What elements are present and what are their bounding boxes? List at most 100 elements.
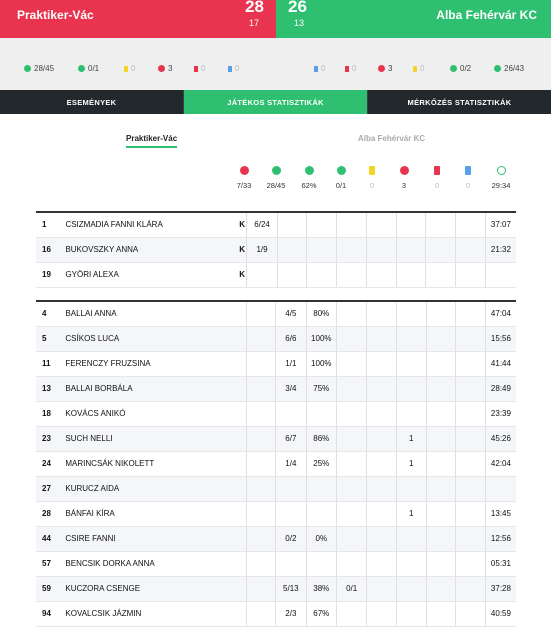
- player-number: 27: [36, 476, 64, 502]
- player-name[interactable]: BENCSIK DORKA ANNA: [63, 551, 238, 577]
- player-row[interactable]: 24 MARINCSÁK NIKOLETT 1/4 25% 1 42:04: [36, 451, 516, 477]
- summary-percent-value: 62%: [301, 181, 317, 190]
- player-row[interactable]: 57 BENCSIK DORKA ANNA 05:31: [36, 551, 516, 577]
- player-blue-cards: [455, 351, 486, 377]
- player-blue-cards: [455, 212, 486, 238]
- home-stat-blue: 0: [228, 64, 239, 73]
- player-role: [237, 326, 247, 352]
- player-saves: [245, 401, 276, 427]
- player-goals: 4/5: [275, 301, 306, 327]
- player-saves: [245, 326, 276, 352]
- player-row[interactable]: 4 BALLAI ANNA 4/5 80% 47:04: [36, 301, 516, 327]
- player-blue-cards: [455, 301, 486, 327]
- team-switch-home[interactable]: Praktiker-Vác: [126, 134, 178, 148]
- player-role: [237, 401, 247, 427]
- two-minutes-icon: [158, 65, 165, 72]
- player-name[interactable]: CSIZMADIA FANNI KLÁRA: [63, 212, 238, 238]
- player-number: 24: [36, 451, 64, 477]
- player-goal-percent: 0%: [305, 526, 337, 552]
- player-name[interactable]: BALLAI BORBÁLA: [63, 376, 238, 402]
- player-row[interactable]: 1 CSIZMADIA FANNI KLÁRA K 6/24 37:07: [36, 212, 516, 238]
- player-yellow-cards: [366, 401, 397, 427]
- player-row[interactable]: 23 SUCH NELLI 6/7 86% 1 45:26: [36, 426, 516, 452]
- player-name[interactable]: MARINCSÁK NIKOLETT: [63, 451, 238, 477]
- player-seven-meter: [336, 601, 367, 627]
- player-seven-meter: [336, 376, 367, 402]
- yellow-card-icon: [369, 166, 375, 175]
- player-time: 12:56: [484, 526, 516, 552]
- player-blue-cards: [455, 476, 486, 502]
- player-goals: [275, 551, 306, 577]
- player-goal-percent: [306, 212, 337, 238]
- player-red-cards: [425, 551, 456, 577]
- player-blue-cards: [455, 601, 486, 627]
- player-seven-meter: [336, 451, 367, 477]
- player-row[interactable]: 19 GYÖRI ALEXA K: [36, 262, 516, 288]
- player-row[interactable]: 44 CSIRE FANNI 0/2 0% 12:56: [36, 526, 516, 552]
- home-team-name[interactable]: Praktiker-Vác: [17, 8, 94, 22]
- player-saves: [245, 426, 276, 452]
- player-row[interactable]: 28 BÁNFAI KÍRA 1 13:45: [36, 501, 516, 527]
- player-saves: [245, 551, 276, 577]
- player-goal-percent: 38%: [305, 576, 337, 602]
- player-row[interactable]: 59 KUCZORA CSENGE 5/13 38% 0/1 37:28: [36, 576, 516, 602]
- summary-seven-meter-value: 0/1: [335, 181, 347, 190]
- player-seven-meter: [336, 301, 367, 327]
- player-row[interactable]: 13 BALLAI BORBÁLA 3/4 75% 28:49: [36, 376, 516, 402]
- player-red-cards: [425, 576, 456, 602]
- player-row[interactable]: 16 BUKOVSZKY ANNA K 1/9 21:32: [36, 237, 516, 263]
- away-team-name[interactable]: Alba Fehérvár KC: [436, 8, 537, 22]
- player-name[interactable]: BÁNFAI KÍRA: [63, 501, 238, 527]
- summary-two-minutes: 3: [387, 166, 421, 190]
- player-two-minutes: 1: [395, 501, 427, 527]
- player-name[interactable]: SUCH NELLI: [63, 426, 238, 452]
- player-red-cards: [425, 301, 456, 327]
- player-row[interactable]: 94 KOVALCSIK JÁZMIN 2/3 67% 40:59: [36, 601, 516, 627]
- player-red-cards: [425, 451, 456, 477]
- blue-card-icon: [465, 166, 471, 175]
- player-row[interactable]: 11 FERENCZY FRUZSINA 1/1 100% 41:44: [36, 351, 516, 377]
- player-name[interactable]: CSIRE FANNI: [63, 526, 238, 552]
- tab-match-stats[interactable]: MÉRKŐZÉS STATISZTIKÁK: [368, 90, 551, 114]
- player-yellow-cards: [366, 301, 397, 327]
- player-seven-meter: 0/1: [336, 576, 367, 602]
- player-number: 57: [36, 551, 64, 577]
- player-red-cards: [425, 476, 456, 502]
- player-time: 21:32: [484, 237, 516, 263]
- player-row[interactable]: 27 KURUCZ AIDA: [36, 476, 516, 502]
- player-time: 28:49: [484, 376, 516, 402]
- player-blue-cards: [455, 526, 486, 552]
- player-name[interactable]: KOVALCSIK JÁZMIN: [63, 601, 238, 627]
- yellow-card-icon: [413, 65, 417, 72]
- player-name[interactable]: KOVÁCS ANIKÓ: [63, 401, 238, 427]
- tab-player-stats[interactable]: JÁTÉKOS STATISZTIKÁK: [184, 90, 368, 114]
- player-goal-percent: 75%: [305, 376, 337, 402]
- player-name[interactable]: BUKOVSZKY ANNA: [63, 237, 238, 263]
- player-number: 18: [36, 401, 64, 427]
- player-name[interactable]: CSÍKOS LUCA: [63, 326, 238, 352]
- player-two-minutes: [395, 401, 427, 427]
- player-name[interactable]: BALLAI ANNA: [63, 301, 238, 327]
- player-goal-percent: [305, 551, 337, 577]
- player-row[interactable]: 5 CSÍKOS LUCA 6/6 100% 15:56: [36, 326, 516, 352]
- player-time: 37:28: [484, 576, 516, 602]
- blue-card-icon: [314, 65, 318, 72]
- player-saves: [245, 576, 276, 602]
- player-row[interactable]: 18 KOVÁCS ANIKÓ 23:39: [36, 401, 516, 427]
- player-role: K: [237, 237, 247, 263]
- player-name[interactable]: FERENCZY FRUZSINA: [63, 351, 238, 377]
- percent-icon: [304, 166, 314, 175]
- player-time: 42:04: [484, 451, 516, 477]
- player-role: [237, 576, 247, 602]
- team-switch-away[interactable]: Alba Fehérvár KC: [358, 134, 426, 143]
- player-two-minutes: [395, 351, 427, 377]
- away-stat-red-value: 0: [352, 64, 357, 73]
- player-name[interactable]: KURUCZ AIDA: [63, 476, 238, 502]
- tab-events[interactable]: ESEMÉNYEK: [0, 90, 184, 114]
- player-name[interactable]: KUCZORA CSENGE: [63, 576, 238, 602]
- red-card-icon: [345, 65, 349, 72]
- player-name[interactable]: GYÖRI ALEXA: [63, 262, 238, 288]
- player-saves: 6/24: [246, 212, 278, 238]
- player-yellow-cards: [365, 212, 397, 238]
- player-number: 23: [36, 426, 64, 452]
